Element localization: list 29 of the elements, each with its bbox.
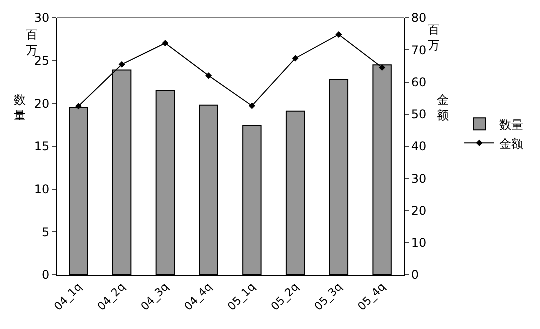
point — [292, 55, 299, 62]
y-tick-label: 10 — [34, 182, 50, 197]
y-tick-label: 20 — [34, 96, 50, 111]
text: 百万 — [428, 23, 440, 53]
y-axis-title: 数量 — [14, 93, 26, 123]
y2-tick-label: 40 — [411, 140, 427, 154]
y2-tick-label: 60 — [411, 75, 427, 90]
point — [75, 103, 82, 110]
y-tick-label: 5 — [42, 225, 50, 240]
y-tick-label: 30 — [34, 11, 50, 26]
y-tick-label: 25 — [34, 54, 50, 68]
y2-tick-label: 20 — [411, 204, 427, 218]
point — [206, 72, 212, 80]
point — [379, 64, 386, 72]
y2-axis-title: 金额 — [437, 93, 449, 123]
y-tick-label: 15 — [34, 140, 50, 154]
y2-tick-label: 80 — [411, 11, 427, 26]
legend-label: 金额 — [500, 136, 524, 151]
legend-label: 数量 — [500, 118, 524, 132]
point — [248, 102, 256, 110]
y-tick-label: 0 — [42, 268, 50, 282]
y2-tick-label: 0 — [411, 268, 420, 282]
y2-tick-label: 10 — [411, 236, 427, 250]
point — [336, 31, 342, 38]
y2-tick-label: 70 — [411, 43, 427, 58]
point — [118, 61, 126, 68]
y2-tick-label: 30 — [411, 172, 427, 186]
y2-tick-label: 50 — [411, 108, 427, 122]
point — [162, 40, 169, 47]
